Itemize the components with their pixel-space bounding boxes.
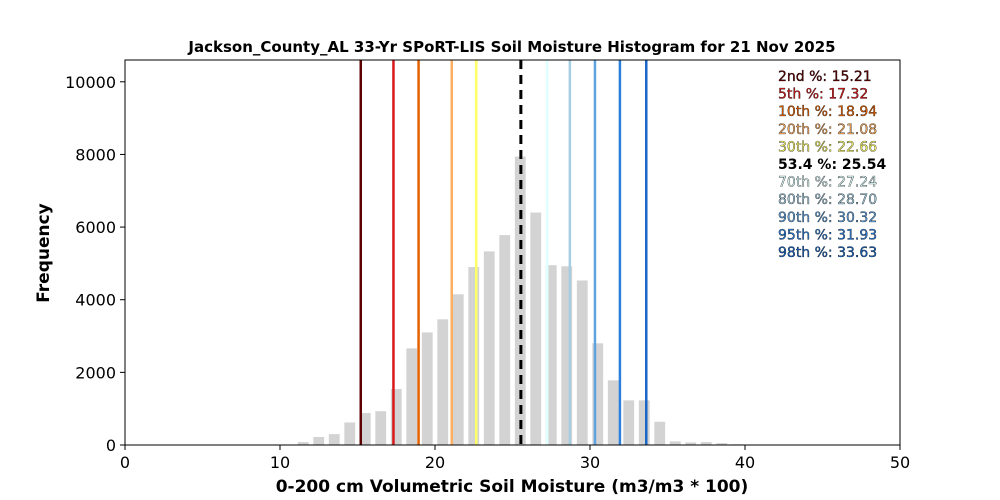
histogram-bar: [468, 267, 480, 445]
histogram-bar: [545, 265, 557, 445]
legend-entry: 80th %: 28.70: [778, 192, 877, 208]
histogram-bar: [406, 348, 418, 445]
x-tick-label: 30: [580, 453, 600, 472]
x-tick-label: 20: [425, 453, 445, 472]
x-tick-label: 0: [120, 453, 130, 472]
legend-entry: 98th %: 33.63: [778, 245, 877, 261]
histogram-bar: [344, 422, 356, 445]
legend-entry: 20th %: 21.08: [778, 122, 877, 138]
histogram-bar: [313, 437, 325, 445]
legend-entry: 2nd %: 15.21: [778, 69, 872, 85]
x-axis-ticks: 0 10 20 30 40 50: [120, 445, 910, 472]
histogram-bar: [669, 441, 681, 445]
x-axis-label: 0-200 cm Volumetric Soil Moisture (m3/m3…: [276, 477, 749, 497]
histogram-bar: [638, 400, 650, 445]
legend-entry: 53.4 %: 25.54: [778, 157, 886, 173]
legend-entry: 30th %: 22.66: [778, 139, 877, 155]
histogram-bar: [499, 235, 511, 445]
histogram-bar: [437, 319, 449, 445]
legend-entry: 70th %: 27.24: [778, 175, 877, 191]
plot-frame: [124, 59, 901, 446]
histogram-bar: [421, 332, 433, 445]
histogram-bar: [654, 421, 666, 445]
percentile-lines-layer: [359, 60, 648, 445]
y-axis-ticks: 0 2000 4000 6000 8000 10000: [65, 73, 125, 455]
histogram-bar: [607, 380, 619, 445]
histogram-bar: [375, 411, 387, 445]
legend-entry: 10th %: 18.94: [778, 104, 877, 120]
x-tick-label: 50: [890, 453, 910, 472]
histogram-bar: [716, 443, 728, 445]
histogram-bar: [483, 251, 495, 445]
histogram-bar: [452, 294, 464, 445]
y-tick-label: 2000: [75, 363, 116, 382]
x-tick-label: 10: [270, 453, 290, 472]
y-tick-label: 4000: [75, 291, 116, 310]
y-tick-label: 10000: [65, 73, 116, 92]
histogram-bar: [390, 389, 402, 445]
histogram-bar: [530, 212, 542, 445]
legend-entry: 5th %: 17.32: [778, 87, 868, 103]
y-axis-label: Frequency: [34, 203, 54, 303]
y-tick-label: 6000: [75, 218, 116, 237]
histogram-bar: [359, 413, 371, 445]
histogram-bar: [685, 442, 697, 445]
histogram-bar: [623, 400, 635, 445]
histogram-bar: [576, 280, 588, 445]
x-tick-label: 40: [735, 453, 755, 472]
histogram-bar: [700, 442, 712, 445]
legend-entry: 95th %: 31.93: [778, 227, 877, 243]
chart-title: Jackson_County_AL 33-Yr SPoRT-LIS Soil M…: [187, 38, 835, 56]
y-tick-label: 8000: [75, 145, 116, 164]
y-tick-label: 0: [106, 436, 116, 455]
histogram-bar: [297, 442, 309, 445]
histogram-bar: [592, 343, 604, 445]
histogram-bar: [561, 266, 573, 445]
histogram-bar: [328, 434, 340, 445]
legend-entry: 90th %: 30.32: [778, 210, 877, 226]
